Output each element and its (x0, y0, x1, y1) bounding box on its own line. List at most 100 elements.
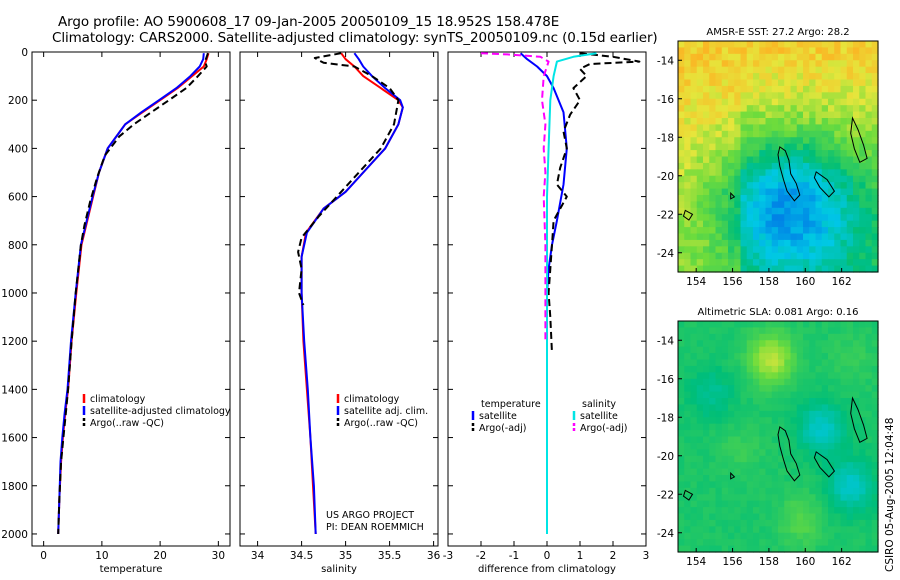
map-cell (746, 378, 754, 386)
map-cell (784, 391, 792, 399)
y-tick-label: 600 (8, 192, 28, 204)
map-cell (803, 207, 810, 215)
map-cell (715, 207, 723, 215)
map-cell (740, 449, 748, 457)
map-cell (784, 462, 792, 470)
map-cell (840, 513, 848, 521)
map-cell (815, 333, 823, 341)
map-cell (753, 175, 760, 183)
map-cell (815, 220, 823, 228)
map-cell (771, 150, 779, 158)
map-cell (728, 201, 735, 209)
map-cell (759, 417, 767, 425)
map-cell (803, 214, 810, 222)
map-cell (721, 507, 729, 515)
map-cell (865, 111, 873, 119)
map-cell (803, 105, 810, 113)
map-cell (815, 539, 823, 547)
map-cell (703, 73, 710, 81)
map-cell (803, 391, 810, 399)
map-cell (871, 233, 879, 241)
map-cell (815, 169, 823, 177)
map-cell (753, 321, 760, 329)
map-cell (734, 252, 742, 260)
map-cell (771, 60, 779, 68)
map-cell (684, 79, 692, 87)
y-tick-label: 1000 (1, 288, 28, 300)
map-cell (846, 105, 854, 113)
map-cell (778, 398, 785, 406)
map-cell (871, 391, 879, 399)
map-cell (696, 85, 704, 93)
map-cell (809, 175, 817, 183)
map-cell (690, 137, 698, 145)
map-cell (728, 41, 735, 49)
map-cell (834, 378, 842, 386)
map-cell (678, 353, 685, 361)
map-cell (865, 239, 873, 247)
map-cell (778, 526, 785, 534)
map-frame (677, 320, 879, 553)
map-cell (753, 475, 760, 483)
map-cell (678, 60, 685, 68)
map-cell (740, 85, 748, 93)
map-cell (853, 455, 860, 463)
legend-label: satellite-adjusted climatology (90, 406, 231, 417)
map-cell (784, 340, 792, 348)
map-cell (734, 430, 742, 438)
map-cell (740, 365, 748, 373)
map-cell (821, 468, 829, 476)
map-cell (821, 130, 829, 138)
map-cell (853, 500, 860, 508)
map-cell (778, 214, 785, 222)
map-cell (715, 468, 723, 476)
map-cell (778, 455, 785, 463)
map-cell (778, 130, 785, 138)
map-cell (865, 391, 873, 399)
map-cell (865, 545, 873, 553)
map-cell (690, 365, 698, 373)
map-cell (840, 169, 848, 177)
map-cell (796, 468, 804, 476)
map-cell (759, 340, 767, 348)
map-cell (753, 378, 760, 386)
legend-label: salinity (582, 399, 616, 410)
map-cell (734, 201, 742, 209)
map-cell (865, 265, 873, 273)
map-cell (684, 436, 692, 444)
map-cell (796, 353, 804, 361)
map-cell (678, 340, 685, 348)
map-cell (684, 156, 692, 164)
map-cell (846, 398, 854, 406)
map-cell (871, 532, 879, 540)
map-cell (865, 98, 873, 106)
map-cell (759, 333, 767, 341)
map-cell (828, 195, 835, 203)
map-cell (746, 410, 754, 418)
map-cell (728, 265, 735, 273)
map-cell (690, 150, 698, 158)
map-cell (740, 481, 748, 489)
map-cell (740, 169, 748, 177)
map-cell (790, 398, 798, 406)
map-cell (759, 162, 767, 170)
map-cell (796, 118, 804, 126)
map-cell (853, 85, 860, 93)
map-cell (834, 423, 842, 431)
map-cell (784, 207, 792, 215)
map-cell (821, 227, 829, 235)
map-cell (721, 47, 729, 55)
map-cell (853, 207, 860, 215)
map-cell (784, 175, 792, 183)
map-cell (746, 124, 754, 132)
map-cell (703, 365, 710, 373)
map-cell (821, 47, 829, 55)
map-cell (696, 475, 704, 483)
map-cell (765, 118, 773, 126)
map-cell (728, 385, 735, 393)
map-cell (865, 449, 873, 457)
map-cell (834, 220, 842, 228)
map-cell (828, 265, 835, 273)
map-cell (684, 410, 692, 418)
map-cell (678, 239, 685, 247)
